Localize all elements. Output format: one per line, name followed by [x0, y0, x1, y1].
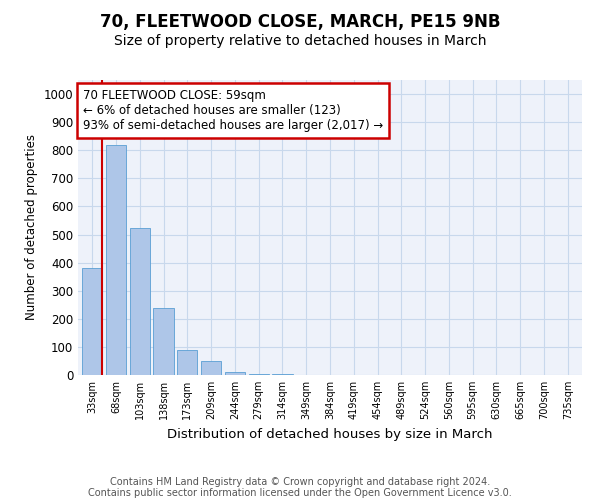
Bar [201, 361, 221, 375]
Text: Size of property relative to detached houses in March: Size of property relative to detached ho… [114, 34, 486, 48]
Bar [272, 374, 293, 375]
X-axis label: Distribution of detached houses by size in March: Distribution of detached houses by size … [167, 428, 493, 440]
Text: Contains HM Land Registry data © Crown copyright and database right 2024.
Contai: Contains HM Land Registry data © Crown c… [88, 476, 512, 498]
Bar [177, 350, 197, 375]
Text: 70 FLEETWOOD CLOSE: 59sqm
← 6% of detached houses are smaller (123)
93% of semi-: 70 FLEETWOOD CLOSE: 59sqm ← 6% of detach… [83, 89, 383, 132]
Bar [225, 372, 245, 375]
Text: 70, FLEETWOOD CLOSE, MARCH, PE15 9NB: 70, FLEETWOOD CLOSE, MARCH, PE15 9NB [100, 14, 500, 32]
Bar [154, 308, 173, 375]
Y-axis label: Number of detached properties: Number of detached properties [25, 134, 38, 320]
Bar [82, 268, 103, 375]
Bar [248, 374, 269, 375]
Bar [130, 228, 150, 375]
Bar [106, 144, 126, 375]
